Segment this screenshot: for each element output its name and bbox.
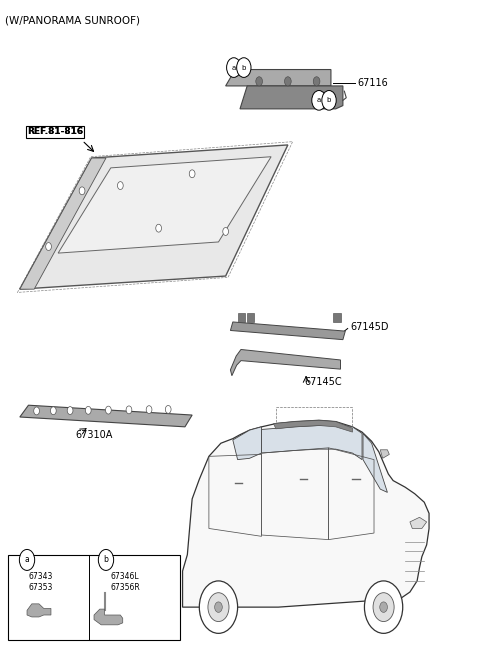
Text: 67145C: 67145C <box>305 377 342 387</box>
Circle shape <box>146 406 152 413</box>
Polygon shape <box>233 427 262 460</box>
Polygon shape <box>20 145 288 289</box>
Circle shape <box>223 227 228 235</box>
Polygon shape <box>238 313 245 322</box>
Text: a: a <box>232 64 236 70</box>
Circle shape <box>126 406 132 414</box>
Circle shape <box>256 77 263 86</box>
Circle shape <box>380 602 387 612</box>
Polygon shape <box>380 450 389 459</box>
Text: a: a <box>317 97 321 103</box>
Circle shape <box>67 407 73 415</box>
Polygon shape <box>226 70 331 86</box>
Polygon shape <box>274 420 352 432</box>
Polygon shape <box>333 313 340 322</box>
Text: b: b <box>241 64 246 70</box>
Circle shape <box>237 58 251 78</box>
Circle shape <box>156 224 161 232</box>
Circle shape <box>19 549 35 570</box>
Circle shape <box>313 77 320 86</box>
Text: a: a <box>24 555 29 564</box>
Polygon shape <box>27 604 51 617</box>
Circle shape <box>285 77 291 86</box>
Text: 67310A: 67310A <box>75 430 112 440</box>
FancyBboxPatch shape <box>8 555 180 640</box>
Text: b: b <box>327 97 331 103</box>
Polygon shape <box>58 157 271 253</box>
Text: 67343
67353: 67343 67353 <box>28 572 53 593</box>
Text: 67145D: 67145D <box>350 322 389 332</box>
Polygon shape <box>240 86 343 109</box>
Circle shape <box>98 549 114 570</box>
Circle shape <box>312 91 326 110</box>
Circle shape <box>50 407 56 415</box>
Circle shape <box>364 581 403 633</box>
Polygon shape <box>94 609 123 625</box>
Circle shape <box>165 405 171 413</box>
Polygon shape <box>247 313 254 322</box>
Text: b: b <box>104 555 108 564</box>
Polygon shape <box>262 424 362 460</box>
Polygon shape <box>230 350 340 376</box>
Polygon shape <box>20 158 106 289</box>
Polygon shape <box>20 405 192 427</box>
Circle shape <box>106 406 111 414</box>
Text: (W/PANORAMA SUNROOF): (W/PANORAMA SUNROOF) <box>5 15 141 25</box>
Polygon shape <box>410 517 427 528</box>
Text: 67346L
67356R: 67346L 67356R <box>111 572 141 593</box>
Text: 67116: 67116 <box>357 78 388 87</box>
Text: REF.81-816: REF.81-816 <box>27 127 83 136</box>
Circle shape <box>199 581 238 633</box>
Circle shape <box>46 242 51 250</box>
Circle shape <box>208 593 229 622</box>
Polygon shape <box>230 322 345 340</box>
Circle shape <box>227 58 241 78</box>
Text: REF.81-816: REF.81-816 <box>27 127 83 136</box>
Polygon shape <box>363 434 387 492</box>
Circle shape <box>322 91 336 110</box>
Polygon shape <box>182 420 429 607</box>
Circle shape <box>79 187 85 194</box>
Circle shape <box>118 181 123 189</box>
Circle shape <box>85 407 91 415</box>
Circle shape <box>373 593 394 622</box>
Circle shape <box>215 602 222 612</box>
Circle shape <box>34 407 39 415</box>
Circle shape <box>189 170 195 177</box>
